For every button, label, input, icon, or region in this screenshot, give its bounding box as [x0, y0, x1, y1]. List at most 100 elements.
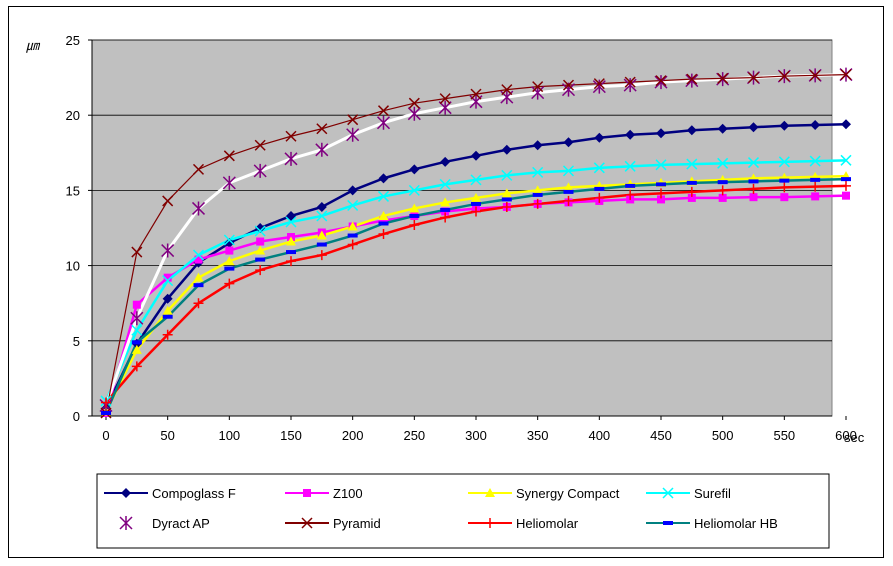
data-point-7: [532, 192, 543, 197]
data-point-7: [193, 283, 204, 288]
data-point-6: [101, 397, 111, 408]
data-point-5: [347, 114, 359, 126]
data-point-3: [347, 199, 359, 211]
data-point-3: [501, 169, 513, 181]
legend-marker-6: [485, 518, 495, 528]
data-point-4: [191, 201, 206, 216]
data-point-6: [409, 219, 420, 230]
data-point-5: [655, 75, 667, 87]
x-tick-label: 600: [835, 428, 857, 443]
data-point-4: [623, 78, 637, 93]
data-point-3: [840, 154, 852, 166]
data-point-6: [193, 298, 204, 309]
legend-marker-1: [303, 489, 311, 497]
data-point-1: [225, 246, 234, 255]
data-point-7: [501, 197, 512, 202]
data-point-5: [562, 79, 575, 91]
data-point-2: [316, 230, 327, 240]
data-point-7: [471, 201, 481, 206]
data-point-7: [686, 180, 697, 185]
data-point-1: [718, 193, 727, 202]
legend-label-3: Surefil: [694, 486, 731, 501]
data-point-3: [778, 156, 790, 168]
data-point-6: [255, 265, 266, 276]
data-point-5: [624, 76, 636, 88]
data-point-4: [346, 127, 360, 142]
data-point-3: [470, 174, 482, 186]
data-point-5: [747, 72, 760, 84]
x-tick-label: 100: [218, 428, 240, 443]
data-point-3: [285, 216, 297, 228]
x-tick-label: 250: [403, 428, 425, 443]
data-point-3: [162, 275, 174, 287]
data-point-2: [162, 305, 173, 315]
legend-label-0: Compoglass F: [152, 486, 236, 501]
data-point-1: [132, 300, 141, 309]
data-point-7: [810, 177, 821, 182]
data-point-0: [347, 185, 358, 196]
data-point-2: [532, 185, 543, 195]
plot-area: [91, 39, 833, 417]
data-point-5: [285, 130, 297, 142]
data-point-1: [379, 216, 388, 225]
data-point-4: [654, 75, 668, 90]
data-point-7: [162, 314, 173, 319]
data-point-0: [409, 164, 420, 175]
data-point-4: [685, 73, 699, 88]
data-point-7: [224, 266, 235, 271]
data-point-7: [717, 180, 728, 185]
data-point-3: [192, 249, 205, 261]
data-point-6: [316, 250, 327, 261]
data-point-3: [532, 166, 544, 178]
data-point-6: [717, 185, 728, 196]
data-point-5: [408, 97, 420, 109]
data-point-0: [625, 129, 636, 140]
x-tick-label: 50: [160, 428, 174, 443]
data-point-5: [223, 150, 235, 162]
data-point-7: [656, 182, 666, 187]
data-point-1: [811, 192, 820, 201]
legend-label-5: Pyramid: [333, 516, 381, 531]
data-point-6: [686, 186, 697, 197]
x-axis-label: sec: [844, 430, 865, 445]
data-point-3: [717, 157, 729, 169]
data-point-6: [162, 329, 173, 340]
data-point-3: [809, 155, 821, 167]
data-point-7: [409, 213, 420, 218]
data-point-0: [378, 173, 389, 184]
y-tick-label: 5: [73, 334, 80, 349]
data-point-6: [779, 182, 790, 193]
data-point-4: [407, 106, 421, 121]
data-point-7: [131, 340, 142, 345]
data-point-6: [841, 180, 851, 191]
x-tick-label: 300: [465, 428, 487, 443]
data-point-3: [223, 234, 235, 246]
data-point-6: [563, 195, 574, 206]
data-point-7: [347, 233, 358, 238]
data-point-3: [624, 160, 636, 172]
data-point-7: [625, 183, 636, 188]
x-tick-label: 150: [280, 428, 302, 443]
data-point-2: [409, 203, 420, 213]
data-point-1: [256, 237, 265, 246]
data-point-2: [255, 245, 266, 255]
data-point-0: [471, 150, 481, 161]
x-tick-label: 400: [588, 428, 610, 443]
data-point-5: [192, 163, 205, 175]
data-point-2: [440, 197, 451, 207]
data-point-5: [532, 81, 544, 93]
data-point-3: [316, 210, 328, 222]
data-point-7: [563, 189, 574, 194]
y-tick-label: 0: [73, 409, 80, 424]
data-point-6: [501, 201, 512, 212]
data-point-6: [625, 189, 636, 200]
data-point-4: [531, 85, 545, 100]
legend-box: [96, 473, 830, 549]
data-point-5: [254, 139, 266, 151]
data-point-5: [809, 69, 821, 81]
data-point-3: [747, 157, 760, 169]
data-point-3: [408, 184, 420, 196]
data-point-5: [131, 246, 143, 258]
data-point-5: [439, 93, 451, 105]
data-point-5: [501, 84, 513, 96]
